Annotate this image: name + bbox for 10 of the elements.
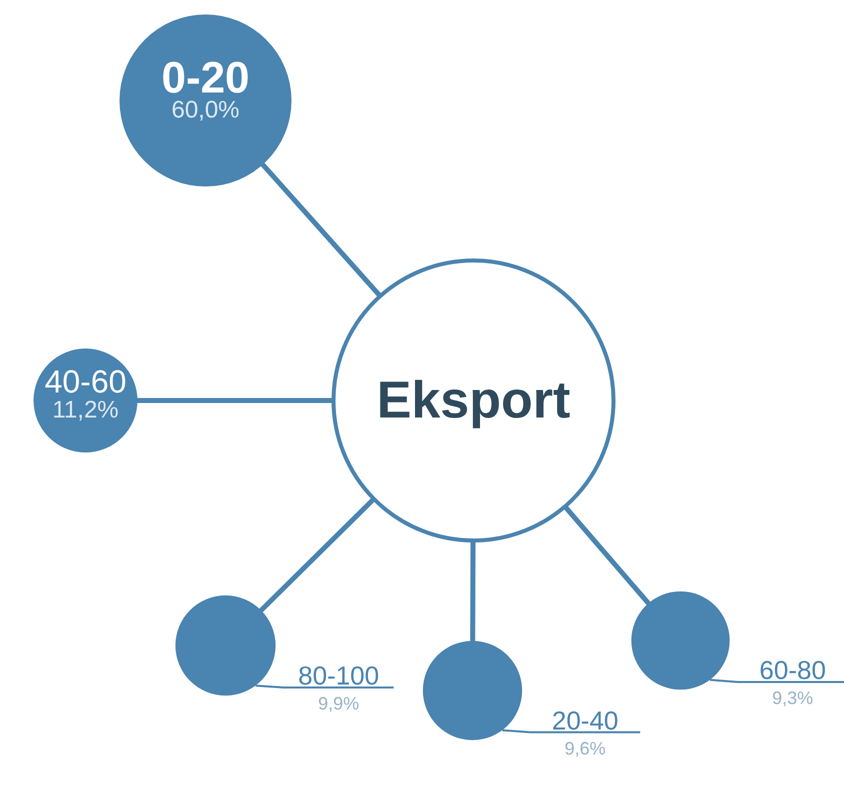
category-label: 40-60 [44,364,126,400]
data-label: 60,0% [171,96,240,124]
data-label: 9,6% [564,738,606,758]
text: Eksport [376,372,570,430]
category-label: 80-100 [298,660,380,691]
data-label: 9,9% [318,694,360,714]
data-label: 11,2% [52,396,119,424]
category-label: 20-40 [552,705,618,736]
data-label: 9,3% [772,688,814,708]
category-label: 60-80 [759,654,826,685]
